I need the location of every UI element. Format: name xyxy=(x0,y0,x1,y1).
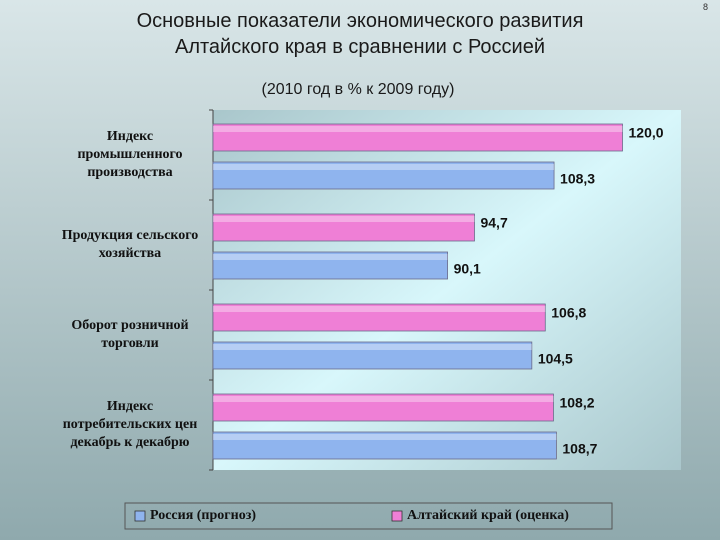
legend-label: Алтайский край (оценка) xyxy=(407,508,569,523)
value-label: 106,8 xyxy=(551,304,586,320)
bar xyxy=(212,251,448,280)
value-label: 90,1 xyxy=(454,260,481,276)
legend-swatch xyxy=(391,510,403,522)
value-label: 108,3 xyxy=(560,170,595,186)
legend-label: Россия (прогноз) xyxy=(150,508,256,523)
bar-shine xyxy=(213,434,557,440)
legend-swatch xyxy=(134,510,146,522)
value-label: 94,7 xyxy=(480,214,507,230)
y-tick-label: Оборот розничной торговли xyxy=(71,318,188,351)
bar xyxy=(212,431,557,460)
bar-shine xyxy=(213,254,448,260)
value-label: 108,2 xyxy=(559,394,594,410)
legend-box xyxy=(124,502,613,530)
bar-shine xyxy=(213,396,554,402)
y-tick-label: Индекс потребительских цен декабрь к декаб… xyxy=(63,399,198,450)
chart-subtitle: (2010 год в % к 2009 году) xyxy=(262,81,455,98)
bar-shine xyxy=(213,306,546,312)
value-label: 104,5 xyxy=(538,350,573,366)
y-tick-label: Индекс промышленного производства xyxy=(77,129,182,180)
chart-title: Основные показатели экономического разви… xyxy=(137,10,584,58)
bar xyxy=(212,393,554,422)
bar xyxy=(212,341,533,370)
bar-shine xyxy=(213,216,475,222)
value-label: 108,7 xyxy=(562,440,597,456)
bar-shine xyxy=(213,126,623,132)
bar-shine xyxy=(213,164,555,170)
bar xyxy=(212,161,555,190)
bar-shine xyxy=(213,344,532,350)
y-tick-label: Продукция сельского хозяйства xyxy=(62,228,199,261)
bar xyxy=(212,123,623,152)
bar xyxy=(212,303,546,332)
bar xyxy=(212,213,475,242)
page-number: 8 xyxy=(703,2,708,12)
value-label: 120,0 xyxy=(629,124,664,140)
